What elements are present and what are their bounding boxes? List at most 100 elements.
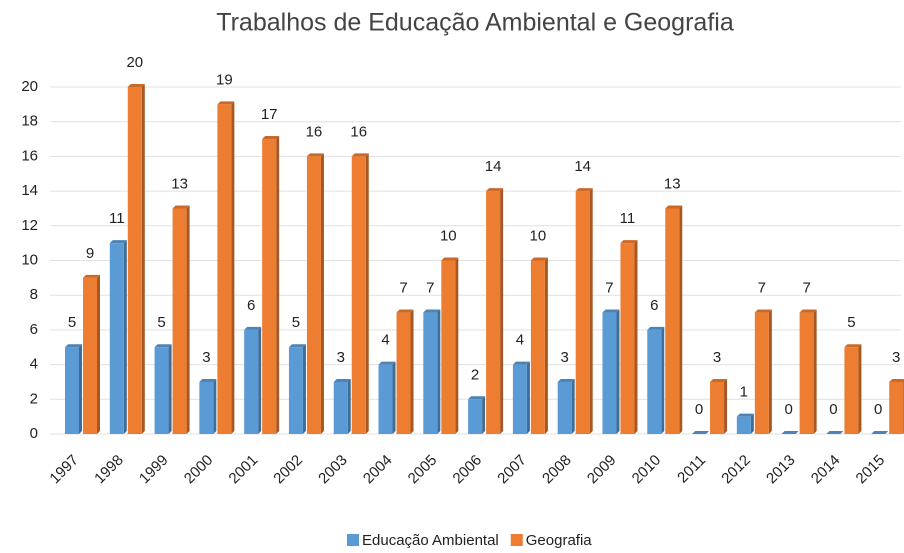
data-label: 9 — [86, 245, 94, 262]
bar — [557, 381, 572, 434]
bar-side — [302, 344, 306, 434]
data-label: 20 — [126, 54, 143, 71]
bar-side — [123, 240, 127, 434]
data-label: 3 — [337, 349, 345, 366]
bar — [288, 347, 303, 434]
data-label: 4 — [381, 332, 389, 349]
bar-side — [97, 274, 100, 434]
x-tick-label: 2005 — [405, 452, 441, 488]
y-tick-label: 0 — [30, 425, 38, 442]
legend-label: Geografia — [526, 532, 593, 549]
data-label: 6 — [650, 297, 658, 314]
bar-top — [262, 136, 280, 140]
bar-top — [396, 309, 414, 313]
bar-top — [826, 431, 844, 434]
bar-side — [750, 413, 754, 434]
bar-top — [468, 396, 486, 400]
x-tick-label: 2011 — [674, 452, 709, 487]
bar-top — [172, 205, 190, 209]
data-label: 5 — [292, 314, 300, 331]
bar-top — [486, 188, 504, 192]
data-label: 4 — [516, 332, 524, 349]
x-tick-label: 2014 — [808, 452, 844, 488]
bar-side — [79, 344, 82, 434]
legend-swatch — [510, 534, 523, 546]
bar-side — [634, 240, 638, 434]
data-label: 0 — [784, 401, 792, 418]
data-label: 0 — [829, 401, 837, 418]
bar-side — [768, 309, 772, 434]
bar — [799, 312, 814, 434]
bar-top — [65, 344, 82, 348]
x-tick-label: 2015 — [853, 452, 889, 488]
bar — [844, 347, 859, 434]
bar-top — [441, 257, 459, 261]
data-label: 5 — [157, 314, 165, 331]
data-label: 1 — [740, 384, 748, 401]
data-label: 3 — [713, 349, 721, 366]
bar — [244, 329, 259, 434]
bar-side — [482, 396, 486, 434]
bar-top — [154, 344, 172, 348]
y-tick-label: 16 — [21, 147, 38, 164]
x-tick-label: 2009 — [584, 452, 620, 488]
bar-side — [526, 361, 530, 434]
data-label: 3 — [892, 349, 900, 366]
data-label: 5 — [68, 314, 76, 331]
x-tick-label: 1999 — [136, 452, 172, 488]
bar-side — [544, 257, 548, 434]
data-label: 7 — [399, 280, 407, 297]
bar — [378, 364, 393, 434]
y-tick-label: 10 — [21, 251, 38, 268]
bar — [486, 191, 501, 434]
bar — [889, 381, 904, 434]
bar — [154, 347, 169, 434]
data-label: 6 — [247, 297, 255, 314]
y-tick-label: 12 — [21, 217, 38, 234]
bar-top — [530, 257, 548, 261]
bar — [199, 381, 214, 434]
data-label: 13 — [664, 175, 681, 192]
x-tick-label: 2010 — [629, 452, 665, 488]
bar — [83, 277, 97, 434]
bar — [441, 260, 456, 434]
x-tick-label: 2007 — [494, 452, 530, 488]
x-tick-label: 1997 — [46, 452, 82, 488]
bar-top — [575, 188, 593, 192]
data-label: 13 — [171, 175, 188, 192]
y-tick-label: 8 — [30, 286, 38, 303]
data-label: 7 — [426, 280, 434, 297]
bar-side — [320, 153, 324, 434]
bar — [665, 208, 680, 434]
bar-top — [199, 378, 217, 382]
bar — [736, 416, 751, 434]
bar-side — [410, 309, 414, 434]
data-label: 11 — [620, 210, 636, 227]
bar-side — [724, 378, 728, 434]
data-label: 19 — [216, 71, 233, 88]
y-tick-label: 20 — [21, 78, 38, 95]
bar-top — [665, 205, 683, 209]
chart-title: Trabalhos de Educação Ambiental e Geogra… — [216, 9, 734, 37]
bar-top — [844, 344, 862, 348]
bar-side — [589, 188, 593, 434]
bar — [333, 381, 348, 434]
data-label: 0 — [695, 401, 703, 418]
data-label: 0 — [874, 401, 882, 418]
bar-side — [258, 326, 262, 434]
bar-side — [213, 378, 217, 434]
x-tick-label: 2013 — [763, 452, 799, 488]
bar-top — [244, 326, 262, 330]
data-label: 2 — [471, 366, 479, 383]
bar — [127, 87, 142, 434]
bar — [530, 260, 545, 434]
bar-side — [392, 361, 396, 434]
x-tick-label: 2003 — [315, 452, 351, 488]
data-label: 3 — [202, 349, 210, 366]
bar — [468, 399, 483, 434]
data-label: 7 — [802, 280, 810, 297]
bar-top — [378, 361, 396, 365]
bar — [172, 208, 187, 434]
bar-top — [351, 153, 369, 157]
x-tick-label: 1998 — [91, 452, 127, 488]
